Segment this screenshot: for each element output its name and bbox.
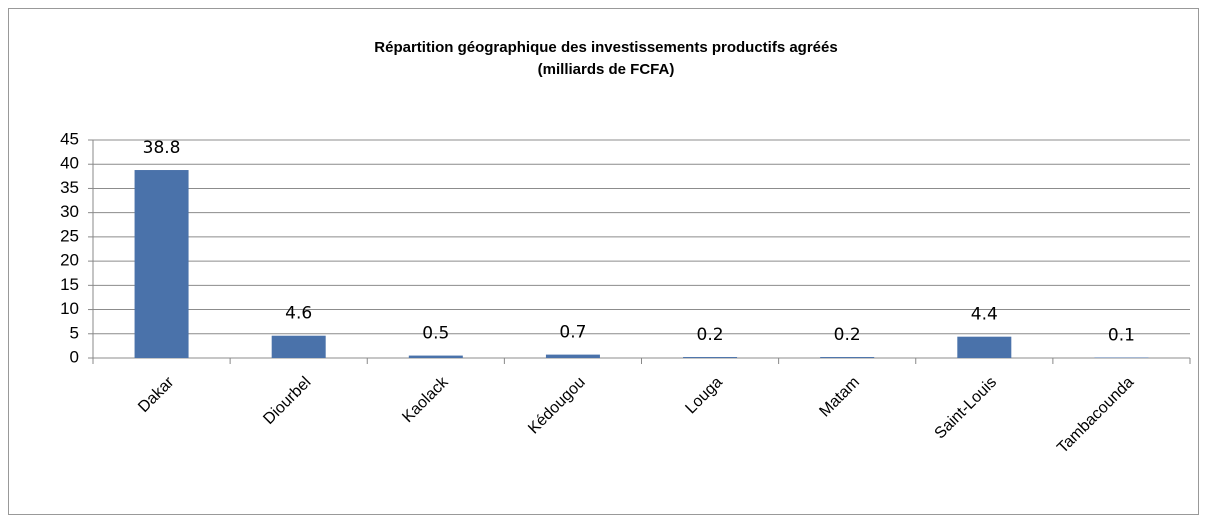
data-label: 38.8 <box>143 138 181 158</box>
data-label: 0.2 <box>834 325 861 345</box>
data-label: 0.7 <box>559 323 586 343</box>
y-tick-label: 35 <box>60 178 79 197</box>
y-tick-label: 30 <box>60 202 79 221</box>
y-tick-label: 25 <box>60 226 79 245</box>
bar <box>271 335 326 358</box>
y-tick-label: 40 <box>60 154 79 173</box>
y-tick-label: 10 <box>60 299 79 318</box>
data-label: 4.6 <box>285 304 312 324</box>
bar <box>957 336 1012 358</box>
y-tick-label: 20 <box>60 251 79 270</box>
bar <box>408 355 463 358</box>
bar <box>134 170 189 358</box>
bar <box>545 354 600 358</box>
chart-title: Répartition géographique des investissem… <box>374 39 837 56</box>
y-tick-label: 5 <box>70 323 79 342</box>
data-label: 0.2 <box>697 325 724 345</box>
y-tick-label: 15 <box>60 275 79 294</box>
bar <box>820 357 875 358</box>
data-label: 0.1 <box>1108 326 1135 346</box>
data-label: 0.5 <box>422 324 449 344</box>
y-tick-label: 0 <box>70 347 79 366</box>
data-label: 4.4 <box>971 305 998 325</box>
bar <box>683 357 738 358</box>
chart-subtitle: (milliards de FCFA) <box>538 61 675 78</box>
y-tick-label: 45 <box>60 129 79 148</box>
